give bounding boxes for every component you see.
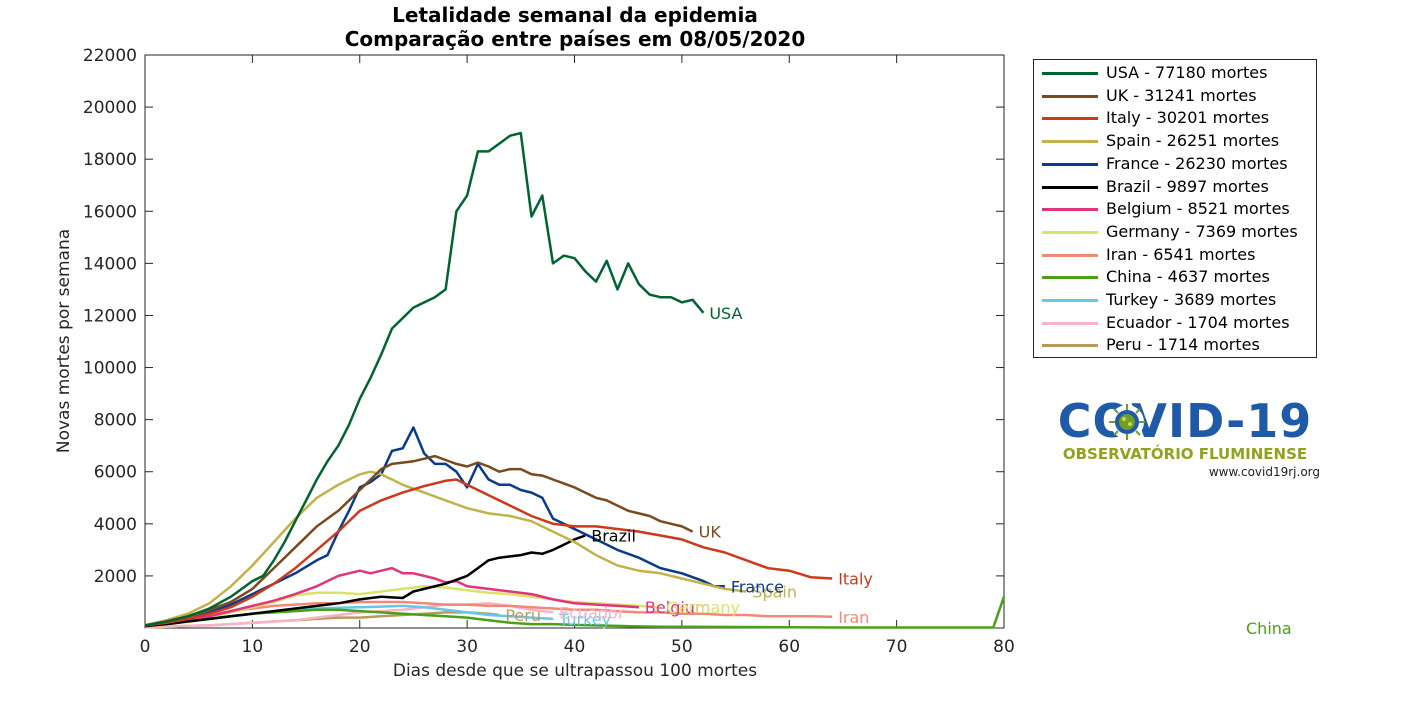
legend-item-china: China - 4637 mortes: [1034, 266, 1316, 288]
x-tick-label: 60: [778, 637, 800, 657]
series-line-germany: [144, 585, 661, 628]
legend-item-usa: USA - 77180 mortes: [1034, 62, 1316, 84]
legend-swatch: [1042, 299, 1098, 302]
legend-item-peru: Peru - 1714 mortes: [1034, 334, 1316, 356]
legend-label: USA - 77180 mortes: [1106, 63, 1268, 82]
legend-swatch: [1042, 94, 1098, 98]
series-end-label-iran: Iran: [838, 608, 869, 627]
y-axis-label: Novas mortes por semana: [54, 229, 74, 453]
virus-icon: [1109, 404, 1145, 440]
series-line-brazil: [144, 534, 586, 628]
legend-item-ecuador: Ecuador - 1704 mortes: [1034, 312, 1316, 334]
legend-label: Italy - 30201 mortes: [1106, 108, 1270, 128]
legend-swatch: [1042, 321, 1098, 325]
y-tick-label: 20000: [83, 98, 137, 118]
chart-title-line2: Comparação entre países em 08/05/2020: [345, 27, 806, 51]
x-tick-label: 0: [140, 637, 151, 657]
legend-item-turkey: Turkey - 3689 mortes: [1034, 289, 1316, 311]
legend-item-belgium: Belgium - 8521 mortes: [1034, 198, 1316, 220]
legend-item-iran: Iran - 6541 mortes: [1034, 244, 1316, 266]
legend-label: Germany - 7369 mortes: [1106, 221, 1298, 241]
x-tick-label: 10: [242, 637, 264, 657]
legend-label: Turkey - 3689 mortes: [1106, 290, 1277, 309]
series-end-label-peru: Peru: [505, 606, 541, 625]
series-line-belgium: [144, 566, 639, 628]
legend-swatch: [1042, 230, 1098, 234]
legend-swatch: [1042, 185, 1098, 189]
x-axis-label: Dias desde que se ultrapassou 100 mortes: [393, 661, 757, 681]
y-tick-label: 16000: [83, 202, 137, 222]
series-end-label-italy: Italy: [838, 570, 873, 589]
y-tick-label: 14000: [83, 254, 137, 274]
series-end-label-usa: USA: [709, 304, 742, 323]
y-tick-label: 18000: [83, 150, 137, 170]
x-tick-label: 80: [993, 637, 1015, 657]
series-line-ecuador: [144, 602, 554, 629]
legend-item-italy: Italy - 30201 mortes: [1034, 107, 1316, 129]
series-line-france: [144, 426, 725, 627]
legend-label: Ecuador - 1704 mortes: [1106, 312, 1290, 332]
x-tick-label: 40: [564, 637, 586, 657]
y-tick-label: 4000: [94, 515, 137, 535]
logo-url: www.covid19rj.org: [1208, 465, 1320, 479]
series-end-label-belgium: Belgium: [645, 598, 711, 617]
series-end-label-france: France: [731, 577, 784, 596]
legend-swatch: [1042, 253, 1098, 257]
chart-title-line1: Letalidade semanal da epidemia: [392, 3, 758, 27]
y-tick-label: 12000: [83, 306, 137, 326]
legend-swatch: [1042, 276, 1098, 280]
y-tick-label: 22000: [83, 46, 137, 66]
legend-swatch: [1042, 117, 1098, 121]
legend-item-brazil: Brazil - 9897 mortes: [1034, 176, 1316, 198]
x-tick-label: 50: [671, 637, 693, 657]
legend-label: Belgium - 8521 mortes: [1106, 199, 1290, 219]
legend-label: Spain - 26251 mortes: [1106, 131, 1280, 151]
series-end-label-turkey: Turkey: [558, 610, 611, 629]
legend-swatch: [1042, 208, 1098, 212]
y-tick-label: 10000: [83, 359, 137, 379]
legend-label: UK - 31241 mortes: [1106, 85, 1257, 105]
legend-swatch: [1042, 344, 1098, 348]
series-line-iran: [144, 600, 833, 628]
series-end-label-germany: Germany: [666, 598, 740, 617]
legend-label: Iran - 6541 mortes: [1106, 244, 1256, 264]
logo-title: COVID-19: [1057, 394, 1313, 448]
series-end-label-ecuador: Ecuador: [559, 603, 625, 622]
legend-item-uk: UK - 31241 mortes: [1034, 85, 1316, 107]
legend-item-france: France - 26230 mortes: [1034, 153, 1316, 175]
legend-label: China - 4637 mortes: [1106, 267, 1270, 287]
legend-swatch: [1042, 162, 1098, 166]
plot-area: 0 10 20 30 40 50 60 70 80 2000 4000 6000 8000 10000 12…: [83, 46, 1292, 657]
series-line-usa: [144, 131, 705, 627]
legend-label: France - 26230 mortes: [1106, 153, 1288, 173]
y-tick-label: 2000: [94, 567, 137, 587]
series-end-label-brazil: Brazil: [591, 527, 636, 546]
series-line-uk: [144, 454, 694, 627]
legend-item-spain: Spain - 26251 mortes: [1034, 130, 1316, 152]
y-tick-label: 6000: [94, 463, 137, 483]
legend-label: Brazil - 9897 mortes: [1106, 176, 1269, 196]
logo-subtitle: OBSERVATÓRIO FLUMINENSE: [1062, 445, 1308, 463]
y-tick-label: 8000: [94, 411, 137, 431]
legend-item-germany: Germany - 7369 mortes: [1034, 221, 1316, 243]
series-end-label-china: China: [1246, 619, 1292, 638]
legend: USA - 77180 mortes UK - 31241 mortes Italy…: [1033, 59, 1317, 358]
series-end-label-spain: Spain: [752, 583, 797, 602]
x-tick-label: 70: [886, 637, 908, 657]
x-tick-label: 30: [456, 637, 478, 657]
legend-swatch: [1042, 140, 1098, 144]
series-line-italy: [144, 478, 833, 627]
series-line-spain: [144, 470, 747, 627]
legend-swatch: [1042, 72, 1098, 75]
legend-label: Peru - 1714 mortes: [1106, 335, 1260, 355]
x-tick-label: 20: [349, 637, 371, 657]
covid19-logo: COVID-19 OBSERVATÓRIO FLUMINENSE www.cov…: [1050, 394, 1320, 483]
series-end-label-uk: UK: [699, 523, 722, 542]
